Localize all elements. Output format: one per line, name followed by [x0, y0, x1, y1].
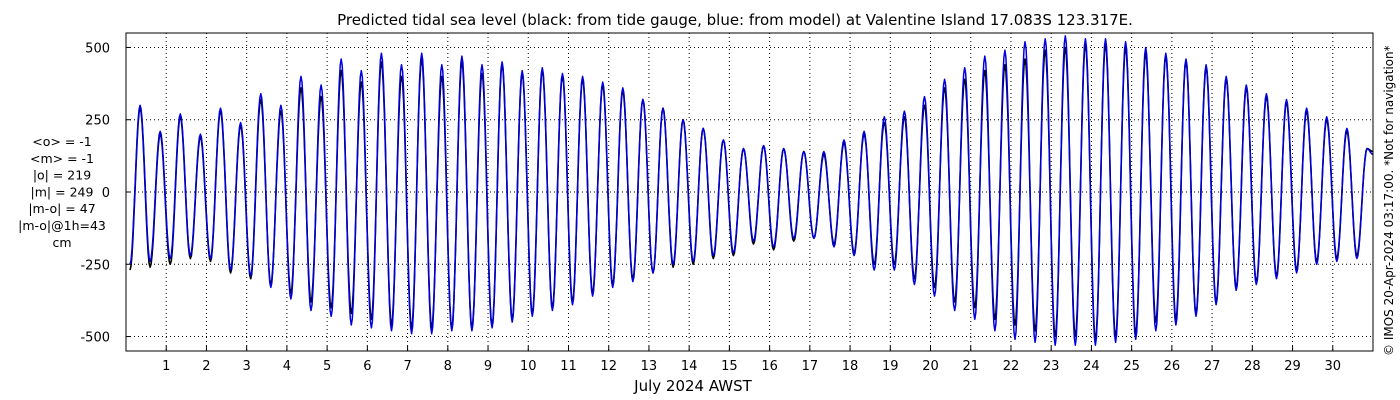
- x-tick-label: 27: [1204, 359, 1221, 374]
- x-tick-label: 13: [641, 359, 658, 374]
- x-tick-label: 12: [600, 359, 617, 374]
- x-tick-label: 11: [560, 359, 577, 374]
- x-tick-label: 28: [1244, 359, 1261, 374]
- x-axis-label: July 2024 AWST: [633, 377, 752, 395]
- x-tick-label: 3: [243, 359, 251, 374]
- y-tick-label: 500: [85, 41, 110, 56]
- x-tick-label: 26: [1164, 359, 1181, 374]
- x-tick-label: 6: [363, 359, 371, 374]
- x-tick-labels: 1 2 3 4 5 6 7 8 9 10 11 12 13 14 15 16 17 18 19 20 21 22 23 24 2…: [162, 359, 1341, 374]
- x-tick-label: 16: [761, 359, 778, 374]
- x-tick-label: 21: [962, 359, 979, 374]
- axis-ticks: [126, 46, 1334, 351]
- x-tick-label: 9: [484, 359, 492, 374]
- stat-line: |m-o| = 47: [28, 201, 95, 216]
- x-tick-label: 20: [922, 359, 939, 374]
- chart-title: Predicted tidal sea level (black: from t…: [337, 11, 1133, 29]
- plot-frame: [125, 32, 1374, 352]
- x-tick-label: 18: [842, 359, 859, 374]
- stat-line: <o> = -1: [32, 134, 91, 149]
- x-tick-label: 30: [1325, 359, 1342, 374]
- x-tick-label: 15: [721, 359, 738, 374]
- x-tick-label: 1: [162, 359, 170, 374]
- y-tick-label: -250: [80, 258, 110, 273]
- grid: [126, 33, 1373, 351]
- stat-line: <m> = -1: [30, 151, 94, 166]
- series-line-model: [129, 35, 1374, 346]
- stat-line: |m-o|@1h=43: [18, 218, 106, 233]
- stat-line: cm: [52, 235, 71, 250]
- x-tick-label: 5: [323, 359, 331, 374]
- statistics-block: <o> = -1 <m> = -1 |o| = 219|m| = 249 |m-o| …: [18, 134, 106, 250]
- x-tick-label: 10: [520, 359, 537, 374]
- y-tick-label: 250: [85, 114, 110, 129]
- y-tick-label: 0: [102, 186, 110, 201]
- y-tick-labels: -500 -250 0 250 500: [80, 41, 110, 345]
- x-tick-label: 8: [444, 359, 452, 374]
- x-tick-label: 14: [681, 359, 698, 374]
- copyright-notice: © IMOS 20-Apr-2024 03:17:00. *Not for na…: [1382, 45, 1396, 356]
- stat-line: |o| = 219: [33, 168, 91, 183]
- stat-line: |m| = 249: [31, 184, 94, 199]
- x-tick-label: 2: [202, 359, 210, 374]
- x-tick-label: 23: [1043, 359, 1060, 374]
- y-tick-label: -500: [80, 331, 110, 346]
- x-tick-label: 24: [1083, 359, 1100, 374]
- series-lines: [129, 35, 1374, 346]
- x-tick-label: 25: [1123, 359, 1140, 374]
- x-tick-label: 19: [882, 359, 899, 374]
- x-tick-label: 17: [802, 359, 819, 374]
- x-tick-label: 7: [403, 359, 411, 374]
- x-tick-label: 22: [1003, 359, 1020, 374]
- x-tick-label: 29: [1284, 359, 1301, 374]
- x-tick-label: 4: [283, 359, 291, 374]
